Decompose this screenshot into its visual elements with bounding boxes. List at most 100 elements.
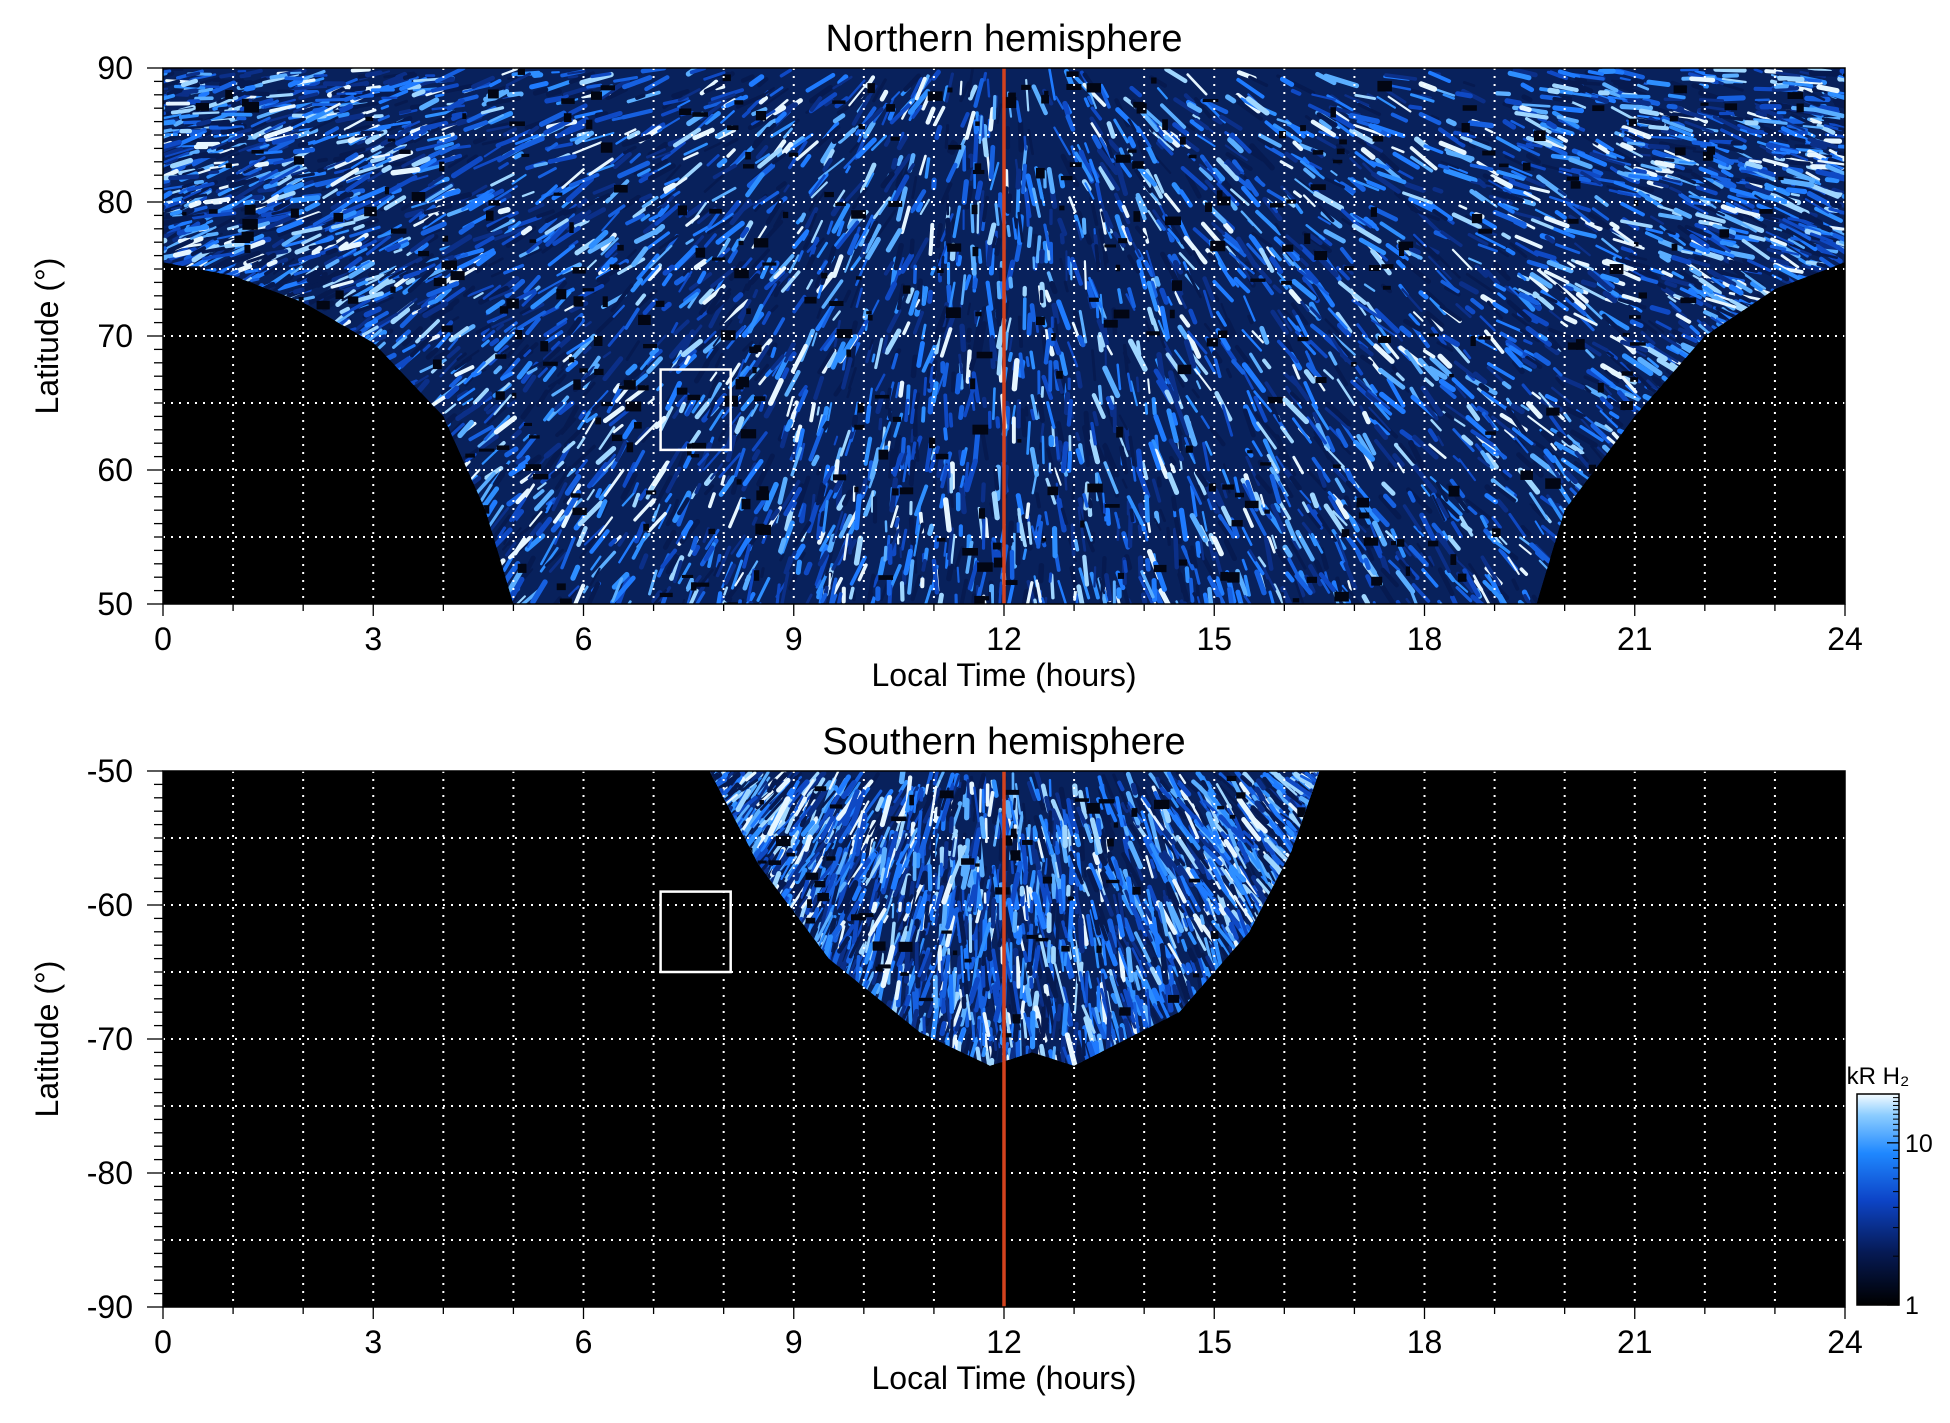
emission-streak [1375,157,1403,183]
emission-streak [1429,296,1447,316]
emission-streak [732,447,746,482]
emission-streak [1748,159,1762,164]
emission-streak [1322,369,1335,380]
emission-streak [1095,472,1103,486]
emission-streak [919,198,931,215]
emission-streak [1179,599,1188,604]
emission-streak [557,400,575,416]
emission-streak [1841,194,1845,202]
emission-streak [1223,222,1234,234]
emission-streak [631,449,646,473]
emission-streak [1025,201,1030,227]
emission-streak [817,348,835,375]
emission-streak [1153,510,1160,525]
emission-streak [1180,166,1208,191]
emission-streak [1754,118,1788,125]
emission-streak [1294,178,1315,194]
emission-streak [1755,110,1768,118]
emission-streak [567,70,586,75]
emission-streak [1609,151,1625,160]
emission-streak [1591,207,1610,221]
emission-streak [1606,185,1628,193]
emission-streak [1192,227,1212,245]
emission-streak [1122,559,1128,574]
emission-streak [1600,273,1620,284]
emission-streak [434,286,452,304]
emission-streak [822,157,833,172]
emission-streak [916,522,925,536]
emission-streak [821,465,835,486]
emission-streak [1574,282,1606,300]
emission-streak [1175,600,1180,604]
emission-streak [347,147,365,156]
emission-streak [576,525,588,548]
emission-streak [219,72,236,79]
emission-streak [1568,157,1593,170]
emission-streak [617,257,646,275]
emission-streak [725,362,741,385]
emission-streak [1478,382,1490,393]
emission-streak [1103,400,1115,428]
emission-streak [751,248,770,270]
emission-streak [832,510,844,543]
emission-streak [168,219,193,230]
emission-streak [1609,221,1620,231]
emission-streak [1211,167,1226,182]
emission-streak [1461,88,1486,104]
emission-streak [1395,570,1416,594]
emission-streak [170,206,182,211]
emission-streak [900,205,911,235]
emission-streak [1486,362,1515,380]
emission-streak [985,305,996,340]
emission-streak [1076,584,1086,604]
emission-streak [915,441,920,462]
emission-streak [837,127,857,144]
emission-streak [841,357,853,390]
emission-streak [1441,334,1460,347]
emission-streak [1615,257,1651,270]
emission-streak [203,197,231,205]
emission-streak [1243,574,1251,597]
emission-streak [256,214,290,225]
emission-streak [411,89,426,98]
emission-streak [586,488,595,501]
emission-streak [755,145,769,160]
emission-streak [436,134,458,146]
emission-streak [728,497,744,529]
emission-streak [1173,229,1193,256]
emission-streak [1579,424,1604,442]
emission-streak [1842,228,1845,243]
emission-streak [1484,452,1499,470]
emission-streak [1488,243,1510,258]
emission-streak [1200,415,1211,430]
emission-streak [1661,177,1682,184]
emission-streak [577,283,605,300]
emission-streak [1092,411,1099,427]
emission-streak [605,86,629,101]
emission-streak [572,219,583,225]
emission-streak [1290,302,1309,326]
emission-streak [848,534,853,555]
emission-streak [770,346,777,359]
emission-streak [745,280,753,291]
emission-streak [1289,475,1302,491]
emission-streak [1719,240,1734,247]
emission-streak [1297,508,1304,517]
emission-streak [414,374,429,385]
emission-streak [1054,553,1061,572]
emission-streak [1607,145,1640,168]
emission-streak [1149,128,1175,151]
emission-streak [1008,276,1014,289]
emission-streak [556,280,568,292]
emission-streak [1323,176,1345,189]
emission-streak [1677,144,1697,151]
emission-streak [184,224,210,233]
emission-streak [463,120,489,132]
emission-streak [1069,565,1079,592]
emission-streak [737,599,742,604]
emission-streak [1522,364,1533,372]
emission-streak [1560,457,1591,481]
emission-streak [205,231,219,238]
emission-streak [911,176,918,200]
emission-streak [559,116,589,137]
